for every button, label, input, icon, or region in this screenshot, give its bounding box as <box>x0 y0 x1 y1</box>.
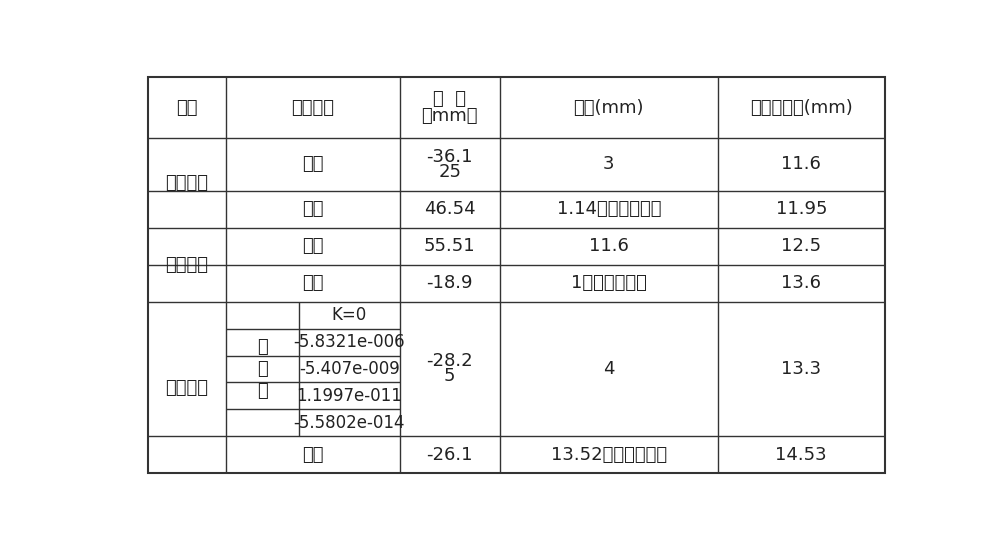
Text: 46.54: 46.54 <box>424 200 476 218</box>
Text: 11.6: 11.6 <box>781 155 821 173</box>
Text: 非
球
面: 非 球 面 <box>257 338 268 400</box>
Text: 第二透镜: 第二透镜 <box>166 256 209 274</box>
Text: 11.6: 11.6 <box>589 237 629 255</box>
Text: 11.95: 11.95 <box>776 200 827 218</box>
Text: 球面: 球面 <box>302 237 324 255</box>
Text: -26.1: -26.1 <box>427 446 473 464</box>
Text: 25: 25 <box>438 163 461 181</box>
Text: 序号: 序号 <box>176 98 198 117</box>
Text: （mm）: （mm） <box>422 107 478 125</box>
Text: 球面: 球面 <box>302 200 324 218</box>
Text: 3: 3 <box>603 155 615 173</box>
Text: -18.9: -18.9 <box>427 274 473 292</box>
Text: 55.51: 55.51 <box>424 237 476 255</box>
Text: K=0: K=0 <box>332 306 367 324</box>
Text: 4: 4 <box>603 360 615 378</box>
Text: -5.8321e-006: -5.8321e-006 <box>294 333 405 351</box>
Text: 有效半口径(mm): 有效半口径(mm) <box>750 98 853 117</box>
Text: 球面: 球面 <box>302 155 324 173</box>
Text: -5.5802e-014: -5.5802e-014 <box>294 414 405 432</box>
Text: 厚度(mm): 厚度(mm) <box>574 98 644 117</box>
Text: -36.1: -36.1 <box>427 148 473 166</box>
Text: 13.6: 13.6 <box>781 274 821 292</box>
Text: 第一透镜: 第一透镜 <box>166 174 209 192</box>
Text: 13.52（空气间隔）: 13.52（空气间隔） <box>551 446 667 464</box>
Text: -5.407e-009: -5.407e-009 <box>299 360 400 378</box>
Text: 5: 5 <box>444 367 456 386</box>
Text: 球面: 球面 <box>302 274 324 292</box>
Text: 12.5: 12.5 <box>781 237 821 255</box>
Text: 1（空气间隔）: 1（空气间隔） <box>571 274 647 292</box>
Text: -28.2: -28.2 <box>426 353 473 371</box>
Text: 1.1997e-011: 1.1997e-011 <box>296 387 402 405</box>
Text: 球面: 球面 <box>302 446 324 464</box>
Text: 半  径: 半 径 <box>433 90 466 108</box>
Text: 第三透镜: 第三透镜 <box>166 379 209 397</box>
Text: 表面类型: 表面类型 <box>291 98 334 117</box>
Text: 13.3: 13.3 <box>781 360 821 378</box>
Text: 14.53: 14.53 <box>775 446 827 464</box>
Text: 1.14（空气间隔）: 1.14（空气间隔） <box>557 200 661 218</box>
